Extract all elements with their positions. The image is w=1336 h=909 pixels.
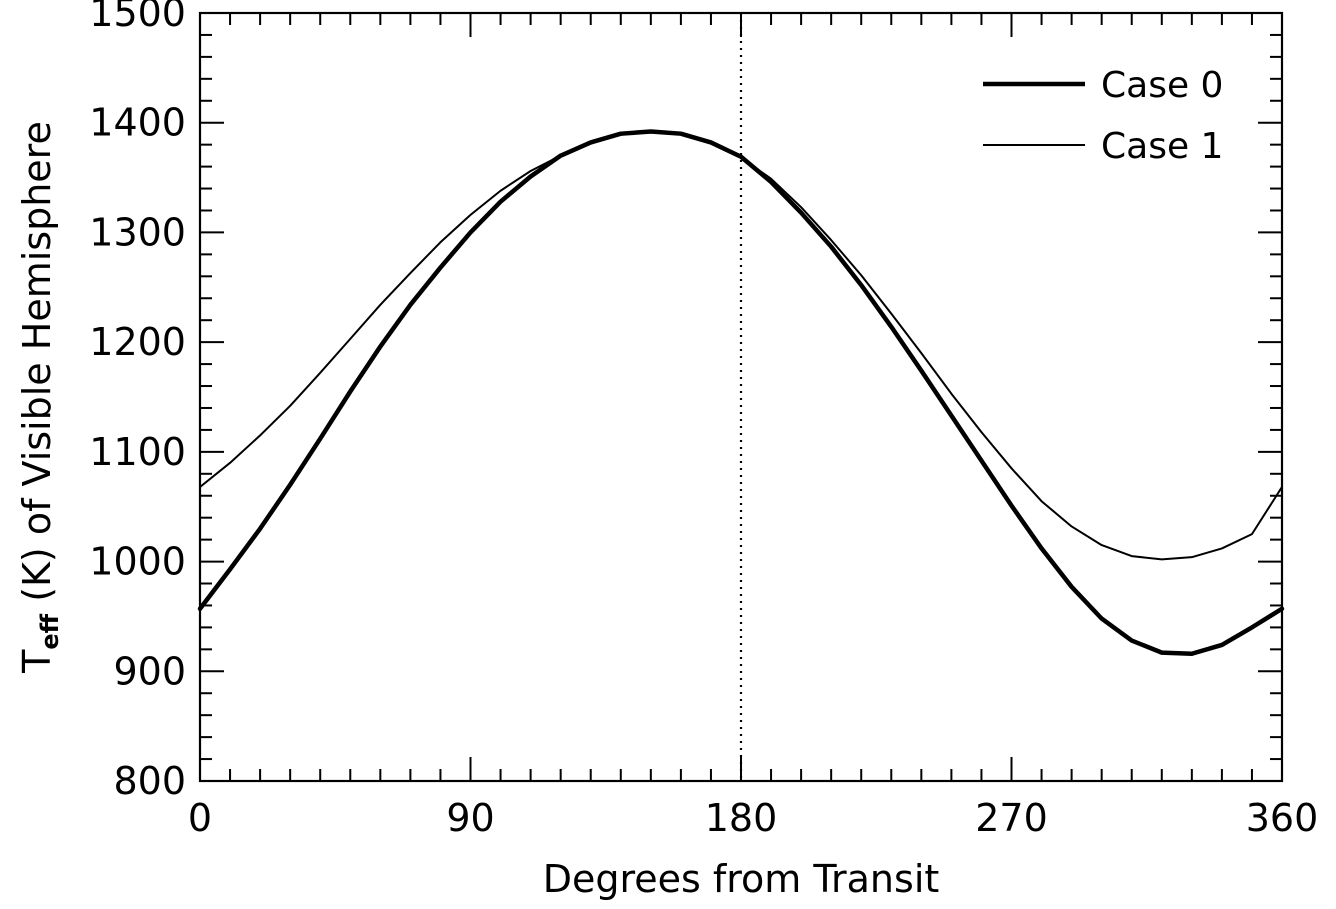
y-axis-title-prefix: T	[15, 649, 59, 674]
x-tick-labels: 0 90 180 270 360	[188, 796, 1318, 840]
y-tick-labels: 800 900 1000 1100 1200 1300 1400 1500	[89, 0, 186, 803]
series-line-case-1	[199, 130, 1283, 561]
series-layer	[197, 129, 1285, 656]
y-tick-label: 900	[113, 649, 186, 693]
legend-label: Case 0	[1101, 65, 1223, 106]
x-tick-label: 360	[1246, 796, 1319, 840]
y-tick-label: 1200	[89, 320, 186, 364]
y-tick-label: 800	[113, 759, 186, 803]
x-tick-label: 270	[975, 796, 1048, 840]
y-tick-label: 1100	[89, 430, 186, 474]
legend: Case 0 Case 1	[983, 65, 1223, 167]
y-tick-label: 1000	[89, 540, 186, 584]
y-tick-label: 1500	[89, 0, 186, 35]
x-tick-label: 0	[188, 796, 212, 840]
legend-label: Case 1	[1101, 126, 1223, 167]
plot-frame	[198, 11, 1284, 783]
x-axis-title: Degrees from Transit	[543, 857, 940, 901]
x-tick-label: 90	[446, 796, 494, 840]
y-tick-label: 1400	[89, 101, 186, 145]
x-tick-label: 180	[705, 796, 778, 840]
y-axis-title-rest: (K) of Visible Hemisphere	[15, 121, 59, 614]
y-tick-label: 1300	[89, 210, 186, 254]
y-axis-title: Teff (K) of Visible Hemisphere	[15, 121, 64, 674]
minor-ticks	[200, 13, 1282, 781]
y-axis-title-subscript: eff	[36, 613, 64, 649]
